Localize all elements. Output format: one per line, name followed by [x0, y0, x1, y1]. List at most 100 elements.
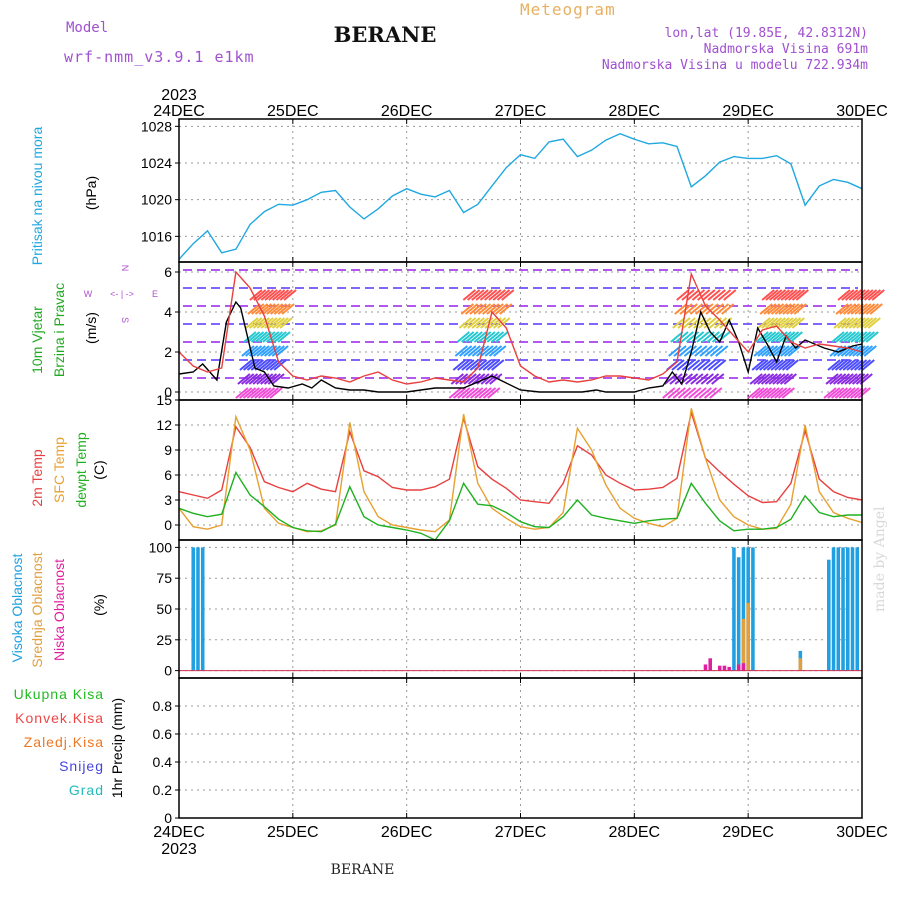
- wind-arrow: [683, 387, 697, 399]
- wind-arrow: [681, 359, 696, 371]
- wind-arrow: [709, 387, 723, 399]
- wind-arrow: [484, 289, 498, 301]
- compass-north: N: [120, 265, 130, 272]
- wind-arrow: [493, 345, 507, 357]
- wind-arrow: [778, 331, 792, 343]
- wind-arrow: [237, 373, 251, 385]
- wind-arrow: [672, 387, 686, 399]
- wind-arrow: [755, 359, 769, 371]
- cloud-bar: [708, 658, 713, 671]
- cloud-bar: [836, 547, 841, 671]
- wind-arrow: [867, 317, 881, 329]
- cloud-bar: [841, 547, 845, 671]
- wind-arrow: [871, 289, 885, 301]
- wind-arrow: [772, 345, 786, 357]
- wind-arrow: [842, 387, 856, 399]
- wind-arrow: [684, 303, 698, 315]
- wind-arrow: [477, 303, 492, 315]
- wind-arrow: [271, 345, 285, 357]
- wind-arrow: [682, 317, 696, 329]
- wind-arrow: [677, 387, 692, 399]
- wind-arrow: [676, 359, 690, 371]
- compass-south: S: [120, 317, 130, 323]
- cloud-bar: [850, 547, 855, 671]
- wind-arrow: [697, 359, 711, 371]
- wind-arrow: [247, 303, 261, 315]
- y-tick-label: 100: [149, 539, 173, 555]
- wind-arrow: [831, 331, 845, 343]
- model-elevation: Nadmorska Visina u modelu 722.934m: [601, 58, 868, 73]
- cloud-bar: [751, 547, 755, 671]
- wind-arrow: [846, 331, 860, 343]
- high-cloud-axis-label: Visoka Oblacnost: [9, 554, 25, 663]
- wind-arrow: [450, 373, 464, 385]
- wind-arrow: [496, 289, 511, 301]
- wind-arrow: [766, 387, 780, 399]
- wind-arrow: [256, 345, 270, 357]
- precip-legend-item: Grad: [69, 782, 104, 798]
- wind-vector-field: [183, 269, 885, 399]
- top-day-label: 27DEC: [495, 103, 547, 120]
- wind-arrow: [838, 387, 852, 399]
- y-tick-label: 0: [164, 384, 172, 400]
- wind-arrow: [761, 345, 775, 357]
- wind-arrow: [277, 331, 291, 343]
- wind-arrow: [667, 387, 681, 399]
- bottom-day-label: 26DEC: [381, 824, 433, 841]
- wind-arrow: [271, 373, 285, 385]
- wind-arrow: [461, 359, 475, 371]
- station-elevation: Nadmorska Visina 691m: [703, 42, 868, 57]
- wind-arrow: [774, 359, 788, 371]
- wind-arrow: [785, 359, 799, 371]
- wind-arrow: [757, 345, 771, 357]
- y-tick-label: 6: [164, 467, 172, 483]
- wind-arrow: [268, 317, 282, 329]
- wind-arrow: [260, 373, 274, 385]
- wind-arrow: [270, 303, 284, 315]
- wind-arrow: [454, 373, 469, 385]
- wind-arrow: [484, 373, 499, 385]
- wind-arrow: [465, 359, 479, 371]
- y-tick-label: 0: [164, 517, 172, 533]
- wind-arrow: [675, 331, 689, 343]
- wind-arrow: [780, 317, 794, 329]
- wind-arrow: [786, 303, 800, 315]
- wind-arrow: [497, 317, 511, 329]
- wind-arrow: [464, 303, 479, 315]
- wind-arrow: [252, 345, 266, 357]
- wind-arrow: [690, 373, 704, 385]
- panel-2-series: [178, 270, 863, 393]
- wind-arrow: [490, 331, 505, 343]
- top-year-label: 2023: [161, 87, 197, 104]
- wind-arrow: [264, 289, 278, 301]
- wind-arrow: [702, 289, 716, 301]
- wind-arrow: [713, 317, 728, 329]
- wind-arrow: [263, 373, 278, 385]
- low-cloud-axis-label: Niska Oblacnost: [51, 559, 67, 661]
- wind-arrow: [865, 331, 879, 343]
- wind-arrow: [793, 303, 807, 315]
- mid-cloud-axis-label: Srednja Oblacnost: [29, 552, 45, 667]
- wind-arrow: [480, 345, 494, 357]
- wind-arrow: [699, 345, 713, 357]
- wind-arrow: [845, 289, 859, 301]
- cloud-bar: [717, 665, 722, 671]
- panel-1-series: [178, 132, 863, 260]
- y-tick-label: 0: [164, 810, 172, 826]
- wind-arrow: [463, 345, 477, 357]
- cloud-unit-label: (%): [91, 594, 107, 616]
- wind-arrow: [705, 303, 719, 315]
- wind-arrow: [844, 373, 858, 385]
- wind-arrow: [856, 317, 870, 329]
- wind-arrow: [852, 317, 866, 329]
- wind-arrow: [669, 373, 683, 385]
- wind-arrow: [486, 359, 501, 371]
- wind-arrow: [753, 373, 767, 385]
- wind-arrow: [846, 303, 861, 315]
- wind-arrow: [831, 387, 845, 399]
- wind-arrow: [277, 303, 291, 315]
- wind-arrow: [784, 317, 798, 329]
- wind-arrow: [764, 373, 778, 385]
- wind-arrow: [823, 387, 837, 399]
- wind-arrow: [749, 373, 763, 385]
